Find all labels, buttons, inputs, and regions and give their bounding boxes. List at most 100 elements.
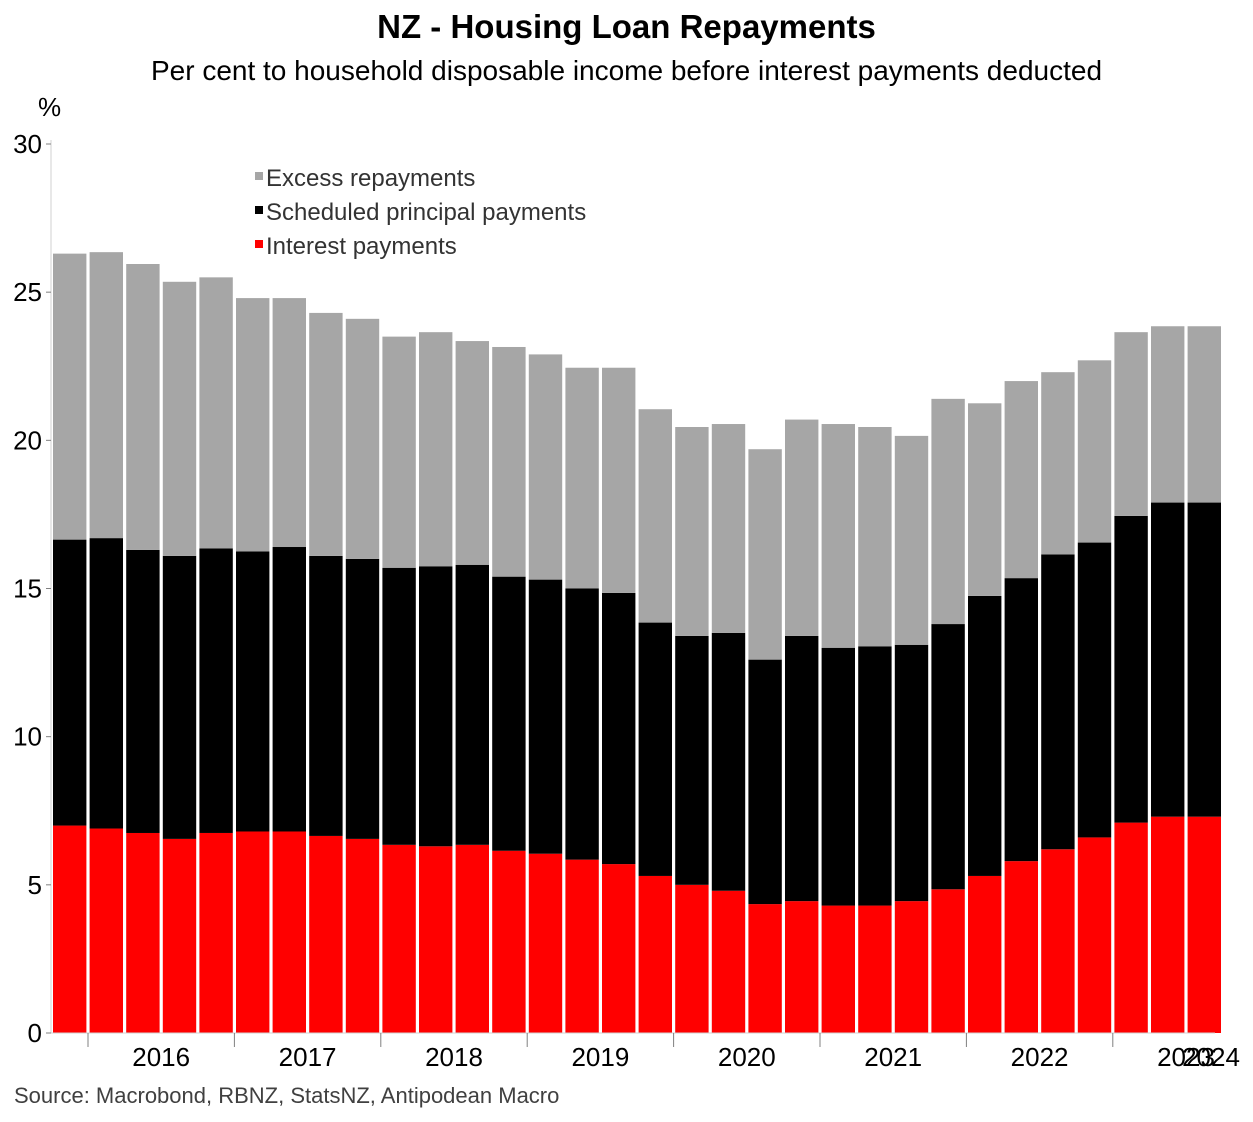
bar-segment-excess-repayments-10 [382, 336, 416, 568]
bar-segment-interest-payments-16 [602, 864, 636, 1033]
bar-segment-excess-repayments-28 [1041, 372, 1075, 555]
bar-segment-interest-payments-25 [931, 889, 965, 1033]
bar-segment-excess-repayments-23 [858, 427, 892, 647]
bar-segment-excess-repayments-21 [785, 419, 819, 636]
stacked-bar-chart: % 0 5 10 15 20 25 30 2016 2017 2018 2019 2020 2021 20… [13, 92, 1240, 1072]
bar-segment-scheduled-principal-payments-28 [1041, 554, 1075, 850]
bar-segment-scheduled-principal-payments-11 [419, 566, 453, 847]
bar-segment-excess-repayments-13 [492, 346, 526, 577]
bar-segment-interest-payments-19 [711, 890, 746, 1033]
x-tick-label-2024: 2024 [1182, 1042, 1240, 1072]
bar-segment-interest-payments-20 [748, 904, 782, 1033]
bar-segment-scheduled-principal-payments-13 [492, 576, 526, 851]
y-tick-label: 0 [28, 1018, 42, 1048]
bar-segment-excess-repayments-4 [162, 281, 197, 556]
bar-segment-excess-repayments-3 [126, 264, 160, 550]
bar-segment-interest-payments-8 [309, 835, 343, 1033]
legend: Excess repayments Scheduled principal pay… [255, 165, 586, 260]
bar-segment-scheduled-principal-payments-6 [236, 551, 270, 832]
bar-segment-interest-payments-7 [272, 831, 306, 1033]
x-tick-label-2018: 2018 [425, 1042, 483, 1072]
bar-segment-excess-repayments-17 [638, 409, 672, 623]
bar-segment-interest-payments-14 [528, 853, 563, 1033]
bar-segment-excess-repayments-11 [419, 332, 453, 567]
bar-segment-interest-payments-11 [419, 846, 453, 1033]
bar-segment-scheduled-principal-payments-1 [53, 539, 87, 826]
chart-title: NZ - Housing Loan Repayments [377, 8, 876, 45]
bar-segment-scheduled-principal-payments-27 [1004, 578, 1038, 862]
bar-segment-scheduled-principal-payments-14 [528, 579, 563, 854]
x-tick-label-2017: 2017 [279, 1042, 337, 1072]
chart-subtitle: Per cent to household disposable income … [150, 55, 1103, 86]
bar-segment-excess-repayments-16 [602, 367, 636, 593]
bar-segment-excess-repayments-32 [1187, 326, 1221, 503]
bar-segment-scheduled-principal-payments-9 [345, 558, 380, 839]
bar-segment-scheduled-principal-payments-18 [675, 635, 709, 885]
bar-segment-interest-payments-29 [1077, 837, 1112, 1033]
bar-segment-excess-repayments-25 [931, 398, 965, 625]
bar-segment-excess-repayments-8 [309, 312, 343, 556]
bar-segment-scheduled-principal-payments-30 [1114, 515, 1148, 823]
legend-swatch-excess-repayments [255, 172, 263, 180]
bar-segment-interest-payments-13 [492, 850, 526, 1033]
bar-segment-interest-payments-31 [1151, 816, 1185, 1033]
bar-segment-excess-repayments-2 [89, 252, 123, 539]
bar-segment-scheduled-principal-payments-12 [455, 564, 489, 845]
legend-swatch-interest-payments [255, 240, 263, 248]
bar-segment-scheduled-principal-payments-26 [968, 595, 1002, 876]
bar-segment-interest-payments-27 [1004, 861, 1038, 1033]
x-tick-label-2020: 2020 [718, 1042, 776, 1072]
bar-segment-interest-payments-5 [199, 832, 233, 1033]
y-tick-label: 15 [13, 574, 42, 604]
bar-segment-excess-repayments-14 [528, 354, 563, 580]
bar-segment-excess-repayments-7 [272, 298, 306, 548]
y-tick-label: 25 [13, 277, 42, 307]
bar-segment-excess-repayments-24 [894, 435, 929, 645]
bar-segment-scheduled-principal-payments-7 [272, 547, 306, 832]
bar-segment-scheduled-principal-payments-25 [931, 624, 965, 890]
bar-segment-interest-payments-9 [345, 838, 380, 1033]
bar-segment-interest-payments-4 [162, 838, 197, 1033]
bar-segment-interest-payments-12 [455, 844, 489, 1033]
legend-label-scheduled-principal-payments: Scheduled principal payments [266, 199, 586, 226]
bar-segment-interest-payments-17 [638, 875, 672, 1033]
bar-segment-scheduled-principal-payments-10 [382, 567, 416, 845]
bar-segment-excess-repayments-9 [345, 318, 380, 559]
bar-segment-scheduled-principal-payments-21 [785, 635, 819, 902]
bar-segment-excess-repayments-29 [1077, 360, 1112, 543]
legend-swatch-scheduled-principal-payments [255, 206, 263, 214]
y-tick-label: 30 [13, 129, 42, 159]
bar-segment-excess-repayments-1 [53, 253, 87, 540]
legend-label-excess-repayments: Excess repayments [266, 165, 475, 192]
y-axis-unit-label: % [38, 92, 61, 122]
bar-segment-scheduled-principal-payments-17 [638, 622, 672, 876]
bar-segment-interest-payments-23 [858, 905, 892, 1033]
bar-segment-scheduled-principal-payments-23 [858, 646, 892, 906]
bar-segment-interest-payments-2 [89, 828, 123, 1033]
bar-segment-excess-repayments-5 [199, 277, 233, 549]
bar-segment-excess-repayments-27 [1004, 381, 1038, 579]
bar-segment-scheduled-principal-payments-29 [1077, 542, 1112, 838]
bar-segment-interest-payments-22 [821, 905, 855, 1033]
bar-segment-interest-payments-6 [236, 831, 270, 1033]
bar-segment-scheduled-principal-payments-4 [162, 555, 197, 839]
bar-segment-excess-repayments-26 [968, 403, 1002, 596]
bar-segment-scheduled-principal-payments-32 [1187, 502, 1221, 817]
bar-segment-scheduled-principal-payments-15 [565, 588, 599, 860]
bar-segment-scheduled-principal-payments-31 [1151, 502, 1185, 817]
bar-segment-scheduled-principal-payments-16 [602, 592, 636, 865]
source-note: Source: Macrobond, RBNZ, StatsNZ, Antipo… [14, 1083, 560, 1108]
bar-segment-excess-repayments-6 [236, 298, 270, 552]
bar-segment-interest-payments-10 [382, 844, 416, 1033]
bar-segment-scheduled-principal-payments-24 [894, 644, 929, 902]
bar-segment-excess-repayments-22 [821, 424, 855, 648]
bars-group [53, 252, 1221, 1033]
y-tick-label: 10 [13, 722, 42, 752]
x-tick-label-2021: 2021 [864, 1042, 922, 1072]
bar-segment-excess-repayments-30 [1114, 332, 1148, 516]
bar-segment-scheduled-principal-payments-20 [748, 659, 782, 905]
x-tick-label-2016: 2016 [132, 1042, 190, 1072]
bar-segment-excess-repayments-19 [711, 424, 746, 633]
bar-segment-interest-payments-18 [675, 884, 709, 1033]
y-tick-label: 5 [28, 870, 42, 900]
